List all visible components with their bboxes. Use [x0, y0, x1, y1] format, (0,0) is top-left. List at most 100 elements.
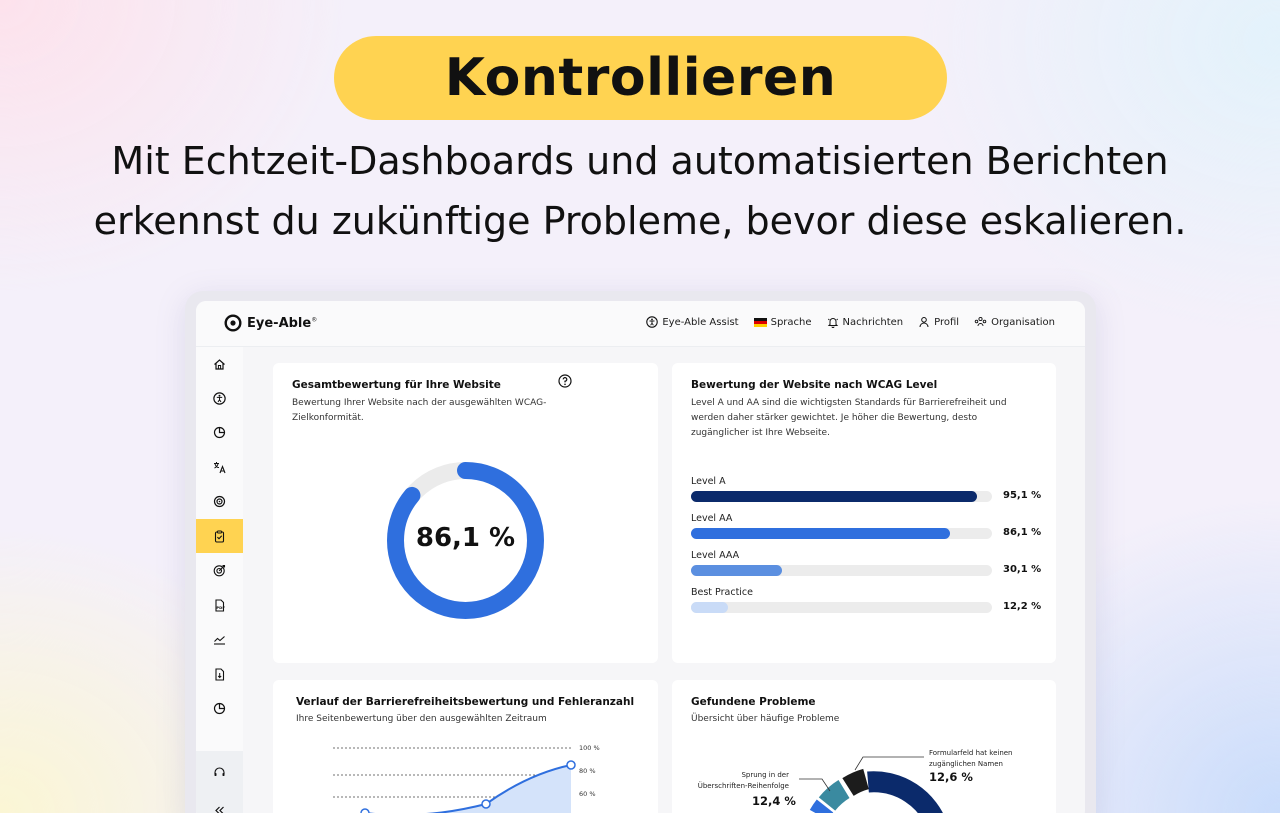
wcag-desc-line3: zugänglicher ist Ihre Webseite. [691, 428, 830, 438]
sidebar-item-analytics[interactable] [196, 691, 243, 725]
issue-form-field-label-line1: Formularfeld hat keinen [929, 749, 1013, 757]
top-bar: Eye-Able® Eye-Able Assist Sprache [196, 301, 1085, 347]
clipboard-check-icon [214, 530, 225, 543]
collapse-icon [215, 806, 224, 813]
history-point[interactable] [481, 799, 491, 809]
y-tick-80: 80 % [579, 767, 596, 775]
sidebar-bottom [196, 751, 243, 813]
home-icon [214, 358, 225, 370]
issue-arc-other [809, 799, 834, 813]
overall-donut [387, 462, 544, 619]
history-chart [333, 747, 576, 813]
issue-form-field-value: 12,6 % [929, 770, 973, 784]
level-aa-label: Level AA [691, 513, 733, 524]
problems-title: Gefundene Probleme [691, 696, 816, 708]
overall-desc-line2: Zielkonformität. [292, 413, 364, 423]
issue-heading-order-label-line1: Sprung in der [741, 771, 789, 779]
pdf-icon: PDF [215, 598, 225, 612]
nav-profil[interactable]: Profil [918, 316, 959, 328]
wcag-title: Bewertung der Website nach WCAG Level [691, 379, 938, 391]
bell-icon [827, 318, 838, 328]
brand-name: Eye-Able® [247, 316, 317, 331]
best-practice-value: 12,2 % [1003, 601, 1042, 612]
problems-donut [799, 756, 943, 813]
user-icon [919, 317, 929, 328]
leader-form-field [854, 756, 924, 771]
issue-arc-main [867, 771, 943, 813]
brand-registered-mark: ® [311, 316, 318, 324]
headset-icon [214, 766, 225, 776]
donut-value-arc [387, 462, 544, 619]
pie-chart-icon [213, 702, 226, 714]
issue-heading-order-value: 12,4 % [752, 794, 796, 808]
nav-eye-able-assist-label: Eye-Able Assist [662, 316, 739, 328]
level-aa-bar [691, 528, 951, 539]
target-icon [213, 564, 226, 576]
report-icon [215, 667, 225, 681]
leader-heading-order [799, 778, 831, 792]
accessibility-icon [213, 391, 226, 405]
level-a-label: Level A [691, 476, 726, 487]
brand[interactable]: Eye-Able® [224, 314, 317, 332]
nav-sprache[interactable]: Sprache [753, 316, 812, 328]
sidebar-item-reports[interactable] [196, 519, 243, 553]
level-aaa-value: 30,1 % [1003, 564, 1042, 575]
sidebar-item-trends[interactable] [196, 622, 243, 656]
best-practice-track [691, 602, 992, 613]
accessibility-icon [646, 316, 659, 328]
level-a-value: 95,1 % [1003, 490, 1042, 501]
wcag-level-card: Bewertung der Website nach WCAG Level Le… [672, 363, 1056, 663]
question-icon[interactable] [557, 373, 573, 389]
history-area [435, 765, 571, 813]
team-icon [974, 316, 987, 327]
history-point[interactable] [360, 808, 370, 813]
history-card: Verlauf der Barrierefreiheitsbewertung u… [273, 680, 658, 813]
issue-heading-order-label-line2: Überschriften-Reihenfolge [697, 782, 789, 790]
sidebar: PDF [196, 347, 243, 813]
y-tick-60: 60 % [579, 790, 596, 798]
hero-subtitle-line1: Mit Echtzeit-Dashboards und automatisier… [111, 139, 1169, 183]
history-title: Verlauf der Barrierefreiheitsbewertung u… [296, 696, 635, 708]
history-point[interactable] [566, 760, 576, 770]
top-nav: Eye-Able Assist Sprache Nachrichten [631, 316, 1055, 328]
overall-score-card: Gesamtbewertung für Ihre Website Bewertu… [273, 363, 658, 663]
nav-organisation[interactable]: Organisation [974, 316, 1055, 328]
issue-form-field-label-line2: zugänglichen Namen [929, 760, 1003, 768]
sidebar-item-translate[interactable] [196, 450, 243, 484]
pie-chart-icon [213, 426, 226, 438]
y-tick-100: 100 % [579, 744, 600, 752]
sidebar-item-goals[interactable] [196, 553, 243, 587]
level-aaa-bar [691, 565, 782, 576]
trend-chart-icon [214, 635, 225, 645]
sidebar-item-home[interactable] [196, 347, 243, 381]
overall-score-value: 86,1 % [415, 523, 516, 553]
sidebar-item-support[interactable] [196, 755, 243, 789]
best-practice-bar [691, 602, 728, 613]
brand-text: Eye-Able [247, 315, 312, 331]
sidebar-item-pdf[interactable]: PDF [196, 588, 243, 622]
sidebar-item-report-file[interactable] [196, 657, 243, 691]
level-aaa-track [691, 565, 992, 576]
sidebar-item-statistics[interactable] [196, 415, 243, 449]
nav-sprache-label: Sprache [770, 316, 812, 328]
problems-card: Gefundene Probleme Übersicht über häufig… [672, 680, 1056, 813]
nav-organisation-label: Organisation [991, 316, 1055, 328]
level-aa-track [691, 528, 992, 539]
issue-arc-form-field [842, 768, 870, 797]
sidebar-item-accessibility[interactable] [196, 381, 243, 415]
overall-desc-line1: Bewertung Ihrer Website nach der ausgewä… [292, 398, 547, 408]
hero-title: Kontrollieren [334, 36, 947, 120]
nav-profil-label: Profil [934, 316, 960, 328]
sidebar-collapse-button[interactable] [196, 793, 243, 813]
problems-desc: Übersicht über häufige Probleme [691, 714, 840, 724]
overall-title: Gesamtbewertung für Ihre Website [292, 379, 501, 391]
nav-nachrichten[interactable]: Nachrichten [827, 316, 903, 328]
eye-able-logo-icon [224, 314, 242, 332]
level-aa-value: 86,1 % [1003, 527, 1042, 538]
nav-eye-able-assist[interactable]: Eye-Able Assist [646, 316, 739, 328]
wcag-desc-line1: Level A und AA sind die wichtigsten Stan… [691, 398, 1007, 408]
wcag-desc-line2: werden daher stärker gewichtet. Je höher… [691, 413, 978, 423]
level-a-bar [691, 491, 978, 502]
level-aaa-label: Level AAA [691, 550, 740, 561]
sidebar-item-hearing[interactable] [196, 484, 243, 518]
